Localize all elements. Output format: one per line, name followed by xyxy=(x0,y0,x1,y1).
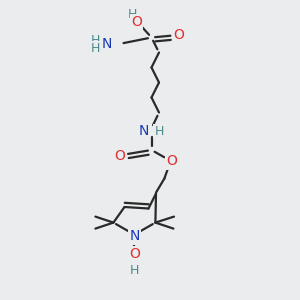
Text: N: N xyxy=(129,230,140,243)
Text: O: O xyxy=(131,16,142,29)
Text: H: H xyxy=(127,8,137,22)
Text: O: O xyxy=(129,248,140,261)
Text: O: O xyxy=(166,154,177,168)
Text: O: O xyxy=(173,28,184,42)
Text: N: N xyxy=(101,37,112,51)
Text: H: H xyxy=(91,34,100,47)
Text: H: H xyxy=(91,42,100,55)
Text: H: H xyxy=(130,263,139,277)
Text: N: N xyxy=(139,124,149,138)
Text: H: H xyxy=(154,125,164,138)
Text: O: O xyxy=(114,149,125,163)
